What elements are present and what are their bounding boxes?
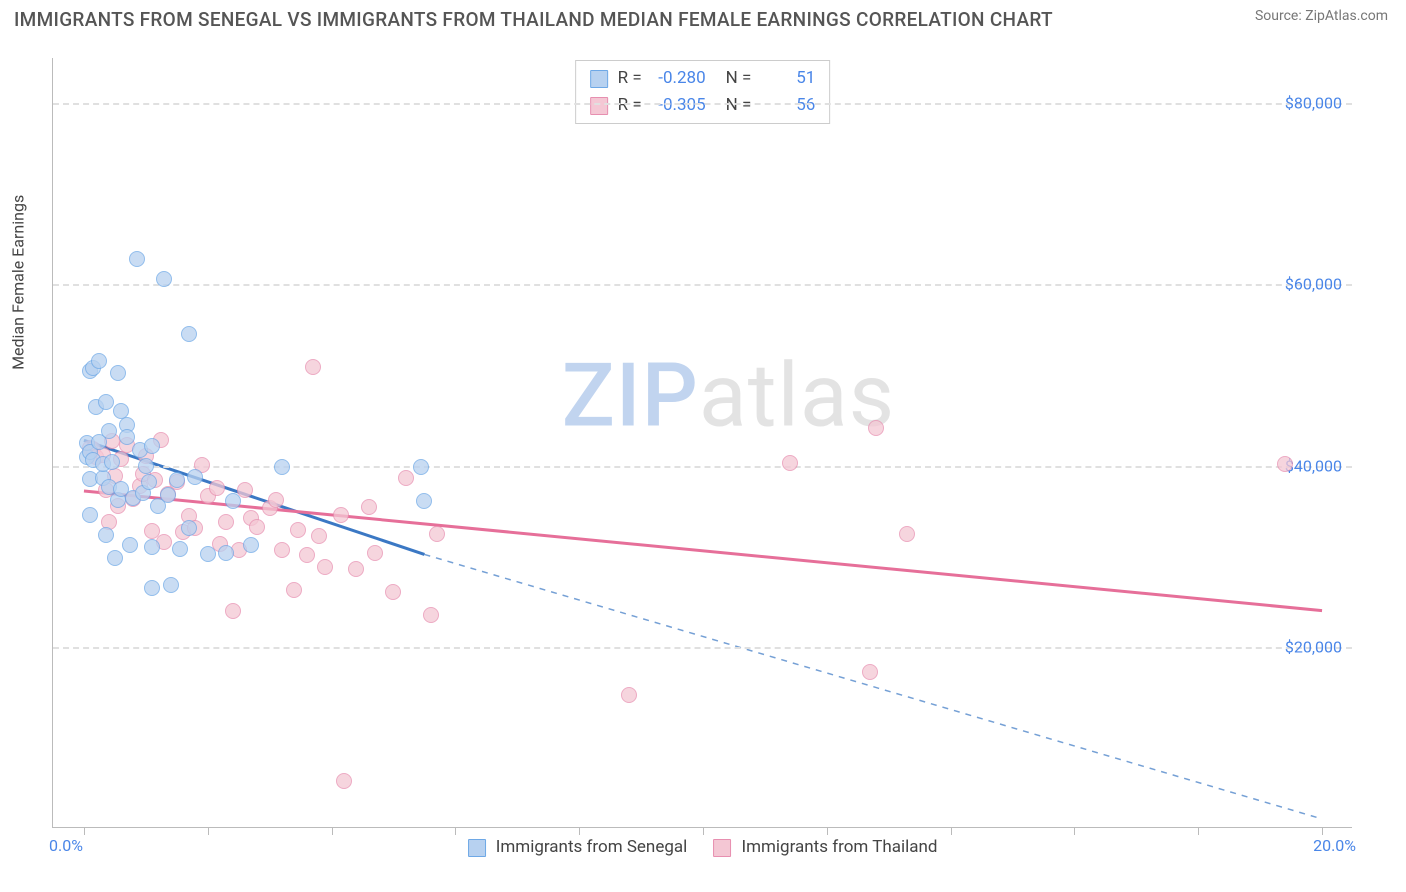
data-point: [423, 607, 439, 623]
data-point: [144, 438, 160, 454]
data-point: [101, 423, 117, 439]
data-point: [119, 429, 135, 445]
data-point: [336, 773, 352, 789]
y-tick-label: $40,000: [1285, 456, 1342, 475]
data-point: [237, 482, 253, 498]
gridline: [53, 466, 1352, 468]
swatch-thailand-icon: [713, 839, 731, 857]
data-point: [141, 474, 157, 490]
data-point: [156, 271, 172, 287]
x-tick: [827, 827, 828, 835]
x-tick: [1198, 827, 1199, 835]
data-point: [361, 499, 377, 515]
data-point: [138, 458, 154, 474]
data-point: [107, 550, 123, 566]
data-point: [181, 520, 197, 536]
y-axis-label: Median Female Earnings: [9, 195, 28, 370]
data-point: [110, 365, 126, 381]
data-point: [868, 420, 884, 436]
plot-area: ZIPatlas R = -0.280 N = 51 R = -0.305 N …: [52, 58, 1352, 828]
data-point: [181, 326, 197, 342]
data-point: [621, 687, 637, 703]
data-point: [286, 582, 302, 598]
data-point: [129, 251, 145, 267]
gridline: [53, 284, 1352, 286]
data-point: [98, 394, 114, 410]
x-tick: [1074, 827, 1075, 835]
data-point: [333, 507, 349, 523]
x-tick: [951, 827, 952, 835]
stats-legend-box: R = -0.280 N = 51 R = -0.305 N = 56: [575, 60, 831, 124]
x-tick: [1322, 827, 1323, 835]
data-point: [367, 545, 383, 561]
data-point: [305, 359, 321, 375]
x-tick: [208, 827, 209, 835]
data-point: [317, 559, 333, 575]
source-attribution: Source: ZipAtlas.com: [1255, 8, 1388, 24]
y-tick-label: $60,000: [1285, 275, 1342, 294]
data-point: [218, 545, 234, 561]
data-point: [218, 514, 234, 530]
data-point: [899, 526, 915, 542]
data-point: [160, 487, 176, 503]
gridline: [53, 103, 1352, 105]
x-tick: [703, 827, 704, 835]
gridline: [53, 647, 1352, 649]
data-point: [290, 522, 306, 538]
data-point: [200, 546, 216, 562]
data-point: [225, 603, 241, 619]
data-point: [98, 527, 114, 543]
data-point: [249, 519, 265, 535]
data-point: [348, 561, 364, 577]
chart-container: Median Female Earnings ZIPatlas R = -0.2…: [28, 38, 1388, 858]
y-tick-label: $80,000: [1285, 94, 1342, 113]
data-point: [429, 526, 445, 542]
data-point: [299, 547, 315, 563]
data-point: [209, 480, 225, 496]
data-point: [91, 353, 107, 369]
data-point: [268, 492, 284, 508]
data-point: [144, 539, 160, 555]
data-point: [169, 472, 185, 488]
data-point: [1277, 456, 1293, 472]
data-point: [862, 664, 878, 680]
swatch-thailand: [590, 97, 608, 115]
data-point: [416, 493, 432, 509]
data-point: [398, 470, 414, 486]
x-tick: [84, 827, 85, 835]
x-tick: [579, 827, 580, 835]
x-tick: [332, 827, 333, 835]
data-point: [172, 541, 188, 557]
swatch-senegal-icon: [468, 839, 486, 857]
x-tick: [455, 827, 456, 835]
data-point: [82, 507, 98, 523]
data-point: [163, 577, 179, 593]
data-point: [225, 493, 241, 509]
swatch-senegal: [590, 70, 608, 88]
x-max-label: 20.0%: [1313, 836, 1356, 855]
stats-row-thailand: R = -0.305 N = 56: [590, 92, 816, 119]
chart-title: IMMIGRANTS FROM SENEGAL VS IMMIGRANTS FR…: [14, 8, 1053, 31]
trend-lines-layer: [53, 58, 1352, 827]
series-legend: Immigrants from Senegal Immigrants from …: [468, 837, 938, 857]
stats-row-senegal: R = -0.280 N = 51: [590, 65, 816, 92]
data-point: [243, 537, 259, 553]
legend-item-thailand: Immigrants from Thailand: [713, 837, 937, 857]
data-point: [274, 459, 290, 475]
data-point: [104, 454, 120, 470]
data-point: [144, 580, 160, 596]
data-point: [385, 584, 401, 600]
legend-item-senegal: Immigrants from Senegal: [468, 837, 688, 857]
x-min-label: 0.0%: [49, 836, 83, 855]
y-tick-label: $20,000: [1285, 637, 1342, 656]
data-point: [311, 528, 327, 544]
data-point: [782, 455, 798, 471]
data-point: [274, 542, 290, 558]
data-point: [187, 469, 203, 485]
data-point: [413, 459, 429, 475]
watermark: ZIPatlas: [562, 345, 896, 448]
data-point: [122, 537, 138, 553]
